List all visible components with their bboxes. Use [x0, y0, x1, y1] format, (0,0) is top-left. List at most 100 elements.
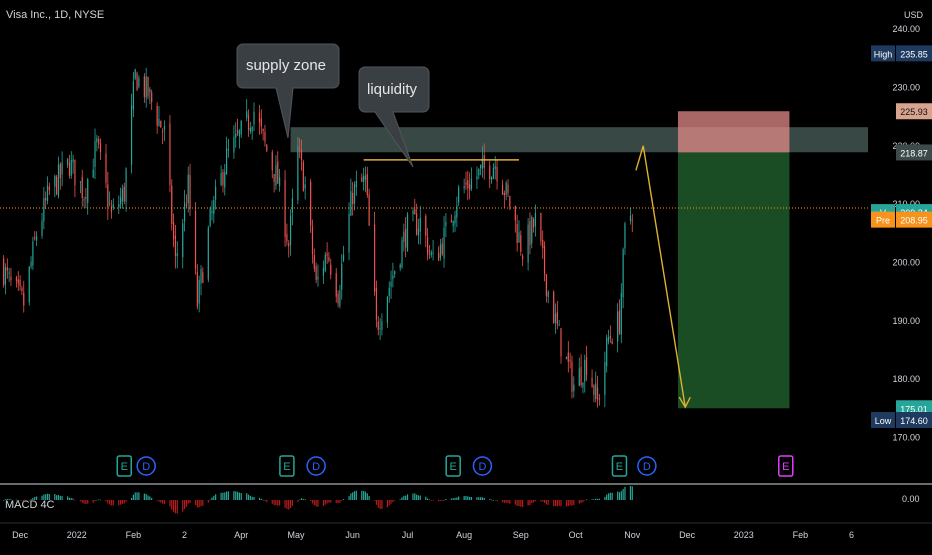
candle[interactable]	[503, 190, 505, 208]
candle[interactable]	[207, 225, 209, 283]
candle[interactable]	[558, 320, 560, 326]
candle[interactable]	[253, 102, 255, 132]
candle[interactable]	[109, 191, 111, 207]
candle[interactable]	[79, 180, 82, 194]
candle[interactable]	[607, 329, 610, 345]
candle[interactable]	[189, 163, 191, 217]
candle[interactable]	[507, 179, 509, 198]
candle[interactable]	[304, 176, 306, 200]
candle[interactable]	[35, 231, 38, 246]
candle[interactable]	[176, 241, 178, 269]
candle[interactable]	[522, 253, 524, 267]
candle[interactable]	[160, 120, 162, 128]
candle[interactable]	[567, 341, 569, 373]
candle[interactable]	[6, 258, 8, 279]
candle[interactable]	[311, 219, 314, 264]
candle[interactable]	[19, 275, 21, 291]
candle[interactable]	[381, 313, 383, 336]
candle[interactable]	[516, 214, 518, 252]
candle[interactable]	[531, 215, 533, 249]
candle[interactable]	[187, 166, 189, 213]
candle[interactable]	[489, 160, 491, 189]
candle[interactable]	[273, 173, 275, 193]
candle[interactable]	[452, 220, 454, 233]
candle[interactable]	[509, 195, 511, 211]
candle[interactable]	[45, 191, 47, 210]
candle[interactable]	[15, 275, 18, 288]
candle[interactable]	[85, 187, 87, 209]
candle[interactable]	[622, 247, 624, 309]
candle[interactable]	[377, 316, 379, 336]
candle[interactable]	[631, 213, 633, 233]
candle[interactable]	[72, 154, 74, 174]
earnings-event-icon[interactable]: E	[279, 455, 295, 477]
candle[interactable]	[554, 303, 557, 334]
candle[interactable]	[277, 151, 279, 184]
candle[interactable]	[54, 174, 56, 198]
candle[interactable]	[110, 200, 113, 219]
candle[interactable]	[467, 170, 469, 201]
candle[interactable]	[315, 262, 317, 284]
candle[interactable]	[41, 212, 43, 239]
candle[interactable]	[580, 354, 582, 388]
candle[interactable]	[624, 221, 626, 255]
candle[interactable]	[324, 251, 326, 273]
candle[interactable]	[70, 151, 72, 179]
candle[interactable]	[81, 169, 83, 207]
candle[interactable]	[87, 177, 89, 215]
candle[interactable]	[236, 118, 239, 136]
candle[interactable]	[3, 255, 5, 288]
candle[interactable]	[28, 265, 30, 306]
candle[interactable]	[302, 159, 304, 192]
candle[interactable]	[43, 187, 45, 230]
candle[interactable]	[8, 267, 10, 282]
candle[interactable]	[125, 167, 127, 212]
candle[interactable]	[542, 230, 544, 259]
candle[interactable]	[375, 280, 378, 328]
candle[interactable]	[147, 76, 149, 100]
symbol-title[interactable]: Visa Inc., 1D, NYSE	[6, 9, 104, 21]
candle[interactable]	[171, 179, 173, 231]
candle[interactable]	[48, 182, 50, 195]
candle[interactable]	[220, 165, 222, 187]
candle[interactable]	[445, 213, 447, 238]
candle[interactable]	[68, 154, 71, 179]
candle[interactable]	[335, 268, 337, 303]
earnings-event-icon[interactable]: E	[778, 455, 794, 477]
candle[interactable]	[412, 207, 414, 222]
candle[interactable]	[361, 173, 363, 183]
candle[interactable]	[123, 182, 125, 205]
candle[interactable]	[560, 327, 562, 364]
candle[interactable]	[56, 174, 58, 196]
candle[interactable]	[366, 166, 368, 198]
candle[interactable]	[379, 318, 381, 340]
candle[interactable]	[571, 355, 573, 399]
candle[interactable]	[364, 166, 367, 193]
candle[interactable]	[169, 114, 171, 193]
candle[interactable]	[260, 109, 262, 135]
candle[interactable]	[198, 275, 200, 313]
candle[interactable]	[246, 99, 248, 122]
candle[interactable]	[573, 376, 575, 398]
dividend-event-icon[interactable]: D	[136, 456, 156, 476]
candle[interactable]	[23, 280, 25, 313]
candle[interactable]	[492, 163, 494, 180]
candle[interactable]	[392, 262, 394, 288]
candle[interactable]	[211, 200, 213, 221]
time-axis[interactable]: Dec 2022 Feb 2 Apr May Jun Jul Aug Sep Oct Nov Dec 20…	[0, 522, 932, 540]
candle[interactable]	[401, 236, 403, 269]
candle[interactable]	[194, 202, 197, 275]
candle[interactable]	[514, 205, 516, 233]
candle[interactable]	[450, 214, 452, 223]
earnings-event-icon[interactable]: E	[611, 455, 628, 477]
candle[interactable]	[30, 256, 32, 270]
candle[interactable]	[618, 299, 621, 336]
candle[interactable]	[300, 139, 303, 171]
candle[interactable]	[405, 217, 407, 258]
candle[interactable]	[284, 170, 286, 247]
candle[interactable]	[518, 220, 520, 243]
candles-layer[interactable]	[3, 67, 633, 408]
candle[interactable]	[437, 246, 440, 261]
candle[interactable]	[328, 251, 330, 263]
candle[interactable]	[469, 172, 471, 200]
